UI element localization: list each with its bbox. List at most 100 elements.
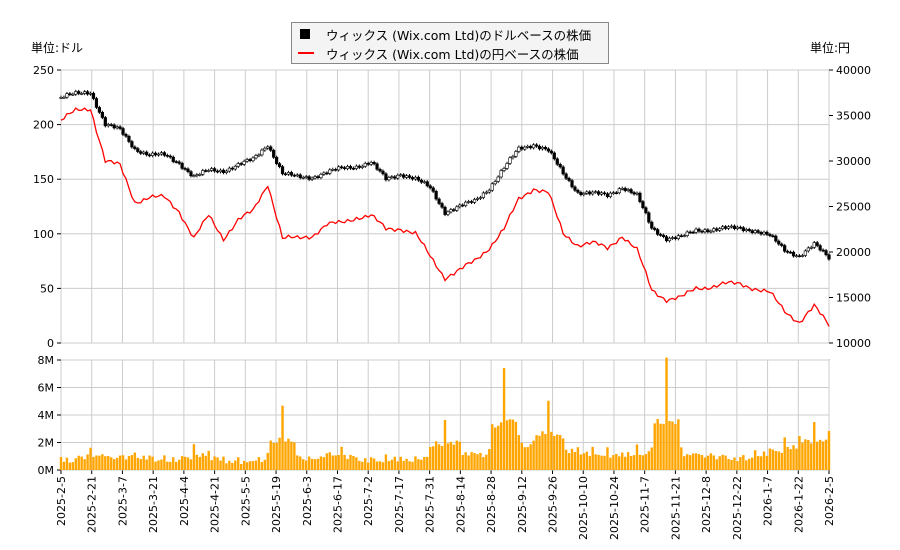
volume-bar xyxy=(405,458,408,470)
volume-bar xyxy=(488,449,491,470)
candle xyxy=(638,192,642,202)
volume-bar xyxy=(783,437,786,470)
candle xyxy=(543,146,548,150)
x-tick-label: 2025-7-31 xyxy=(424,476,437,533)
candle xyxy=(85,91,90,95)
volume-bar xyxy=(718,456,721,470)
volume-bar xyxy=(579,454,583,470)
candle xyxy=(298,174,302,179)
volume-bar xyxy=(804,439,807,470)
volume-bar xyxy=(700,455,704,470)
volume-bar xyxy=(304,460,308,470)
candle xyxy=(413,176,418,180)
volume-bar xyxy=(762,451,766,470)
volume-bar xyxy=(107,456,110,470)
candle xyxy=(375,163,379,170)
volume-bar xyxy=(815,441,819,470)
volume-bar xyxy=(564,449,568,470)
candle xyxy=(431,187,435,192)
volume-bar xyxy=(544,434,547,470)
volume-bar xyxy=(293,442,296,470)
candle xyxy=(233,165,237,170)
candle xyxy=(124,134,128,137)
candle xyxy=(602,192,607,195)
x-tick-label: 2025-11-21 xyxy=(669,476,682,540)
candle xyxy=(735,226,740,229)
volume-bar xyxy=(322,457,326,470)
volume-bar xyxy=(727,459,730,470)
candle xyxy=(567,178,571,181)
volume-bar xyxy=(792,445,795,470)
candle xyxy=(661,234,666,237)
candle xyxy=(242,160,246,165)
candle xyxy=(136,148,140,152)
volume-bar xyxy=(520,442,523,470)
volume-bar xyxy=(585,451,588,470)
candle xyxy=(729,225,734,228)
candle xyxy=(301,177,305,179)
candle xyxy=(130,141,134,148)
volume-bar xyxy=(452,444,456,470)
volume-bar xyxy=(514,421,518,470)
candle xyxy=(685,231,689,236)
candle xyxy=(472,199,477,203)
candle xyxy=(564,173,568,179)
x-tick-label: 2025-8-28 xyxy=(485,476,498,533)
volume-bar xyxy=(561,438,565,470)
candle xyxy=(585,191,589,194)
candle xyxy=(224,170,229,173)
volume-bar xyxy=(148,455,151,470)
candle xyxy=(106,124,110,127)
volume-bar xyxy=(367,462,370,470)
volume-bar xyxy=(694,453,698,470)
volume-bar xyxy=(361,461,364,470)
candle xyxy=(221,169,226,173)
candle xyxy=(576,189,580,193)
left-tick-label: 50 xyxy=(40,282,54,295)
volume-bar xyxy=(511,419,515,470)
candle xyxy=(517,146,521,152)
volume-bar xyxy=(461,454,464,470)
candle xyxy=(133,146,137,149)
candle xyxy=(467,201,471,203)
candle xyxy=(148,154,152,157)
volume-bar xyxy=(485,454,488,470)
volume-bar xyxy=(431,446,435,470)
volume-bar xyxy=(242,460,246,470)
volume-bar xyxy=(213,456,216,470)
candle xyxy=(88,92,93,95)
candle xyxy=(455,206,459,211)
candle xyxy=(434,191,438,200)
candle xyxy=(667,237,672,242)
volume-bar xyxy=(157,460,160,470)
legend-label-jpy: ウィックス (Wix.com Ltd)の円ベースの株価 xyxy=(326,46,579,62)
candle xyxy=(656,229,660,235)
volume-bar xyxy=(703,457,707,470)
volume-bar xyxy=(136,457,139,470)
volume-bar xyxy=(541,431,544,470)
candle xyxy=(617,188,621,194)
volume-bar xyxy=(437,444,441,470)
candle xyxy=(659,234,663,236)
candle xyxy=(62,96,66,99)
candle xyxy=(239,163,243,165)
candle xyxy=(325,172,329,175)
candle xyxy=(425,181,429,187)
candle xyxy=(328,169,332,174)
candle xyxy=(363,162,367,167)
volume-bar xyxy=(275,442,278,470)
volume-bar xyxy=(671,421,674,470)
volume-bar xyxy=(352,455,355,470)
candle xyxy=(721,226,725,229)
volume-bar xyxy=(95,455,98,470)
left-tick-label: 100 xyxy=(33,228,54,241)
candle xyxy=(80,93,84,95)
x-tick-label: 2025-11-7 xyxy=(639,476,652,533)
volume-bar xyxy=(668,421,671,470)
x-tick-label: 2025-10-10 xyxy=(577,476,590,540)
volume-bar xyxy=(464,452,467,470)
volume-bar xyxy=(340,446,343,470)
volume-bar xyxy=(600,455,603,470)
volume-bar xyxy=(387,461,391,470)
